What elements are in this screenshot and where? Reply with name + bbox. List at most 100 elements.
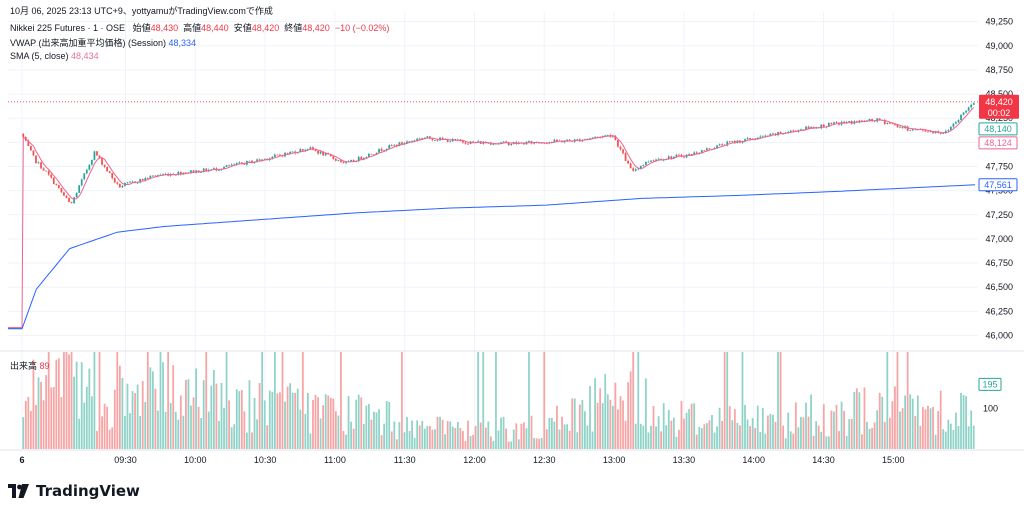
volume-bar — [655, 426, 657, 449]
candle-body — [589, 138, 591, 140]
candle-body — [98, 155, 101, 158]
tradingview-logo[interactable]: TradingView — [8, 482, 140, 500]
candle-body — [60, 188, 63, 193]
candle-body — [510, 143, 513, 146]
volume-bar — [52, 386, 55, 449]
volume-bar — [825, 436, 828, 449]
legend-vwap[interactable]: VWAP (出来高加重平均価格) (Session) 48,334 — [10, 38, 196, 49]
candle-body — [35, 155, 37, 163]
vwap-label: VWAP (出来高加重平均価格) (Session) — [10, 38, 167, 48]
time-tick-label: 13:30 — [673, 455, 696, 465]
volume-bar — [899, 411, 901, 449]
candle-body — [650, 160, 652, 162]
volume-bar — [634, 423, 637, 449]
volume-bar — [75, 361, 78, 449]
volume-bar — [24, 400, 27, 449]
volume-bar — [705, 423, 708, 449]
volume-bar — [464, 441, 467, 449]
candle-body — [904, 126, 907, 129]
legend-sma[interactable]: SMA (5, close) 48,434 — [10, 51, 99, 62]
candle-body — [418, 138, 421, 140]
candle-body — [337, 160, 340, 161]
candle-body — [627, 160, 629, 164]
candle-body — [174, 174, 177, 176]
candle-body — [263, 158, 266, 160]
candle-body — [350, 159, 352, 162]
volume-bar — [365, 405, 368, 449]
legend-volume[interactable]: 出来高 89 — [10, 361, 50, 372]
candle-body — [408, 141, 411, 143]
volume-bar — [838, 431, 840, 449]
volume-bar — [93, 352, 96, 449]
candle-body — [802, 129, 805, 131]
volume-bar — [60, 396, 63, 449]
volume-bar — [154, 388, 157, 449]
candle-body — [271, 156, 274, 159]
symbol-title[interactable]: Nikkei 225 Futures · 1 · OSE — [10, 23, 126, 33]
time-axis[interactable]: 6 09:30 10:00 10:30 11:00 11:30 12:00 12:30 13:0… — [19, 455, 904, 465]
candle-body — [40, 162, 42, 169]
volume-bar — [167, 352, 170, 449]
volume-bar — [822, 404, 825, 449]
volume-bar — [446, 420, 449, 449]
volume-bar — [207, 411, 210, 449]
volume-bar — [723, 352, 726, 449]
volume-bar — [927, 405, 929, 449]
candle-body — [322, 151, 325, 156]
candle-body — [820, 124, 823, 129]
candle-body — [545, 143, 548, 145]
candle-body — [378, 148, 380, 153]
volume-bar — [642, 425, 645, 449]
candle-body — [622, 149, 624, 154]
volume-bar — [736, 422, 739, 449]
candle-body — [688, 153, 690, 155]
candle-body — [891, 123, 894, 125]
candle-body — [149, 175, 152, 179]
volume-bar — [78, 418, 81, 449]
volume-bar — [627, 382, 629, 449]
volume-bar — [779, 352, 782, 449]
volume-bar — [660, 431, 663, 449]
volume-tick-label: 100 — [983, 404, 998, 414]
volume-bar — [909, 394, 912, 449]
candle-body — [136, 182, 139, 184]
candle-body — [505, 141, 508, 143]
candle-body — [177, 171, 180, 175]
volume-bar — [672, 417, 675, 449]
time-tick-label: 11:30 — [394, 455, 416, 465]
volume-bar — [815, 421, 818, 449]
volume-bar — [678, 429, 680, 449]
volume-bar — [611, 405, 614, 449]
candle-body — [952, 123, 955, 127]
candle-body — [383, 150, 386, 151]
candle-body — [106, 166, 109, 172]
candle-body — [528, 141, 530, 142]
candle-body — [101, 157, 103, 165]
time-tick-label: 09:30 — [114, 455, 137, 465]
volume-bar — [500, 417, 502, 449]
candle-body — [779, 131, 782, 134]
candle-body — [30, 146, 32, 151]
volume-bar — [700, 428, 703, 449]
candle-body — [116, 182, 119, 184]
candle-body — [462, 140, 464, 143]
candle-body — [37, 162, 40, 164]
volume-bar — [739, 425, 741, 449]
candle-body — [606, 134, 609, 136]
volume-bar — [421, 420, 424, 449]
price-tick-label: 49,250 — [985, 17, 1013, 27]
volume-bar — [548, 417, 551, 449]
candle-body — [467, 143, 469, 145]
volume-bar — [609, 399, 612, 449]
candle-body — [121, 185, 124, 188]
volume-bar — [218, 420, 220, 449]
legend-ohlc: Nikkei 225 Futures · 1 · OSE 始値48,430 高値… — [10, 23, 389, 34]
volume-bar — [581, 400, 584, 449]
candle-body — [388, 145, 391, 149]
volume-bar — [744, 405, 746, 449]
candle-body — [256, 159, 258, 162]
time-tick-label: 6 — [19, 455, 24, 465]
volume-bar — [350, 421, 352, 449]
volume-bar — [477, 352, 480, 449]
